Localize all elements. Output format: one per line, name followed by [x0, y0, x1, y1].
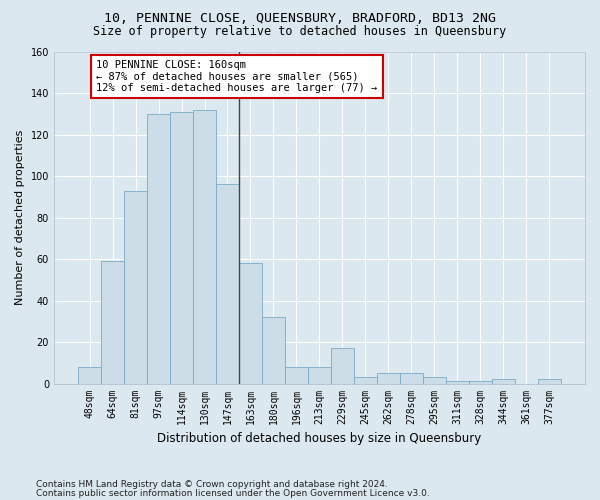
Text: Contains HM Land Registry data © Crown copyright and database right 2024.: Contains HM Land Registry data © Crown c… [36, 480, 388, 489]
Text: 10, PENNINE CLOSE, QUEENSBURY, BRADFORD, BD13 2NG: 10, PENNINE CLOSE, QUEENSBURY, BRADFORD,… [104, 12, 496, 26]
Bar [170, 112, 193, 384]
Bar [308, 367, 331, 384]
Bar [78, 367, 101, 384]
X-axis label: Distribution of detached houses by size in Queensbury: Distribution of detached houses by size … [157, 432, 482, 445]
Bar [492, 380, 515, 384]
Bar [147, 114, 170, 384]
Bar [262, 317, 285, 384]
Text: Size of property relative to detached houses in Queensbury: Size of property relative to detached ho… [94, 25, 506, 38]
Bar [216, 184, 239, 384]
Bar [285, 367, 308, 384]
Bar [469, 382, 492, 384]
Bar [538, 380, 561, 384]
Bar [377, 373, 400, 384]
Bar [331, 348, 354, 384]
Text: 10 PENNINE CLOSE: 160sqm
← 87% of detached houses are smaller (565)
12% of semi-: 10 PENNINE CLOSE: 160sqm ← 87% of detach… [97, 60, 377, 93]
Y-axis label: Number of detached properties: Number of detached properties [15, 130, 25, 305]
Bar [124, 190, 147, 384]
Text: Contains public sector information licensed under the Open Government Licence v3: Contains public sector information licen… [36, 489, 430, 498]
Bar [446, 382, 469, 384]
Bar [193, 110, 216, 384]
Bar [101, 261, 124, 384]
Bar [400, 373, 423, 384]
Bar [354, 378, 377, 384]
Bar [423, 378, 446, 384]
Bar [239, 263, 262, 384]
